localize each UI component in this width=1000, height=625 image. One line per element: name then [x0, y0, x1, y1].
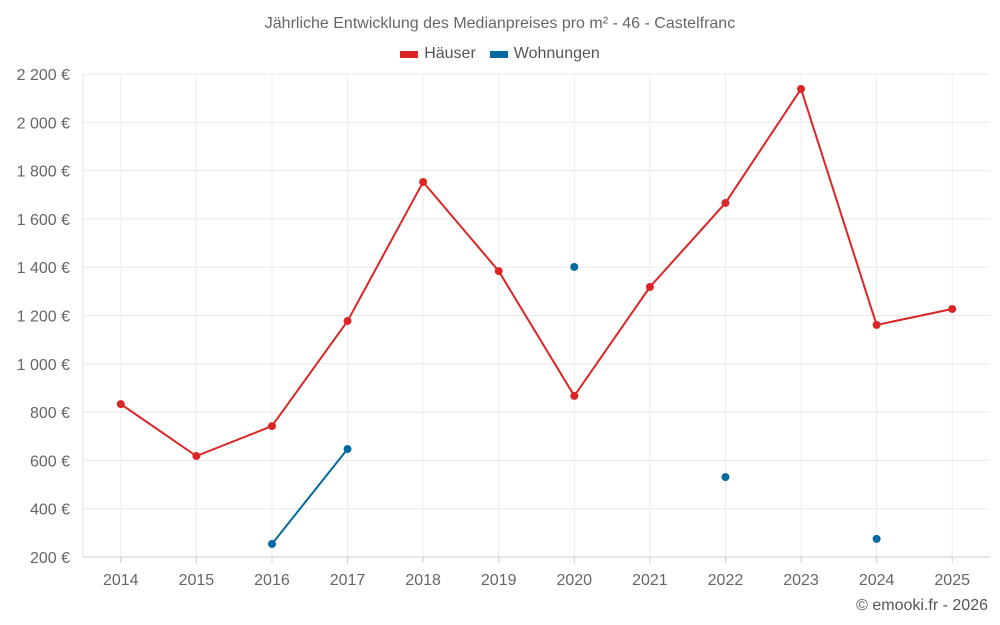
y-tick-label: 600 €: [30, 453, 70, 470]
series-line-1: [271, 448, 349, 545]
x-tick-label: 2021: [632, 572, 668, 589]
data-point-0-2025: [948, 304, 957, 313]
legend-swatch-haeuser: [400, 50, 419, 58]
legend-label-wohnungen: Wohnungen: [513, 45, 600, 62]
y-tick-label: 1 800 €: [17, 164, 70, 181]
y-tick-label: 1 000 €: [17, 357, 70, 374]
credit: © emooki.fr - 2026: [856, 597, 988, 614]
x-tick-label: 2015: [179, 572, 215, 589]
x-tick-label: 2016: [254, 572, 290, 589]
legend-item-wohnungen[interactable]: Wohnungen: [489, 45, 600, 63]
data-point-0-2024: [872, 320, 881, 329]
x-tick-label: 2025: [934, 572, 970, 589]
data-point-0-2021: [645, 283, 654, 292]
legend-swatch-wohnungen: [489, 50, 508, 58]
legend-label-haeuser: Häuser: [424, 45, 476, 62]
y-tick-label: 1 600 €: [17, 212, 70, 229]
data-point-1-2017: [343, 445, 352, 454]
data-point-1-2022: [721, 473, 730, 482]
data-point-1-2020: [570, 262, 579, 271]
y-tick-label: 2 200 €: [17, 67, 70, 84]
data-point-0-2018: [419, 177, 428, 186]
series-line-0: [120, 86, 953, 458]
data-point-0-2023: [797, 84, 806, 93]
x-tick-label: 2022: [708, 572, 744, 589]
legend: Häuser Wohnungen: [0, 45, 1000, 63]
y-tick-label: 800 €: [30, 405, 70, 422]
y-tick-label: 1 400 €: [17, 260, 70, 277]
data-point-0-2020: [570, 391, 579, 400]
data-point-0-2016: [267, 422, 276, 431]
data-point-1-2016: [267, 539, 276, 548]
chart-title: Jährliche Entwicklung des Medianpreises …: [264, 15, 736, 32]
data-point-1-2024: [872, 534, 881, 543]
data-point-0-2022: [721, 198, 730, 207]
x-tick-label: 2024: [859, 572, 895, 589]
y-tick-label: 200 €: [30, 550, 70, 567]
y-tick-label: 400 €: [30, 502, 70, 519]
x-tick-label: 2019: [481, 572, 517, 589]
x-tick-label: 2018: [405, 572, 441, 589]
data-point-0-2019: [494, 267, 503, 276]
data-point-0-2015: [192, 452, 201, 461]
y-tick-label: 1 200 €: [17, 309, 70, 326]
x-tick-label: 2023: [783, 572, 819, 589]
x-tick-label: 2014: [103, 572, 139, 589]
data-point-0-2014: [116, 400, 125, 409]
legend-item-haeuser[interactable]: Häuser: [400, 45, 476, 63]
y-tick-label: 2 000 €: [17, 115, 70, 132]
x-tick-label: 2020: [556, 572, 592, 589]
data-point-0-2017: [343, 317, 352, 326]
x-tick-label: 2017: [330, 572, 366, 589]
